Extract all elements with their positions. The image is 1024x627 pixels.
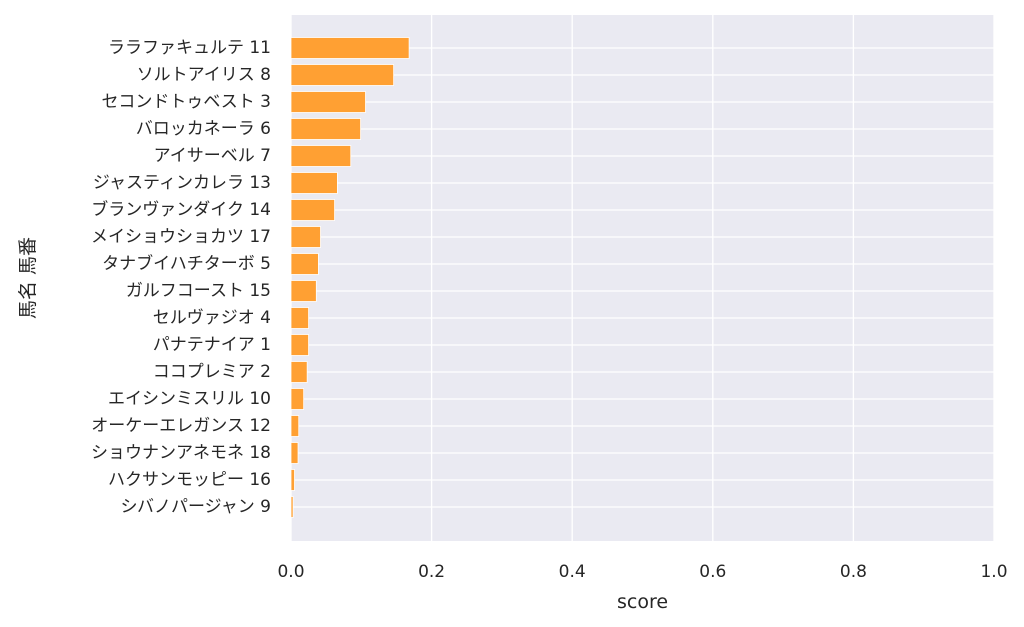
bar — [290, 118, 361, 140]
bar — [290, 415, 300, 437]
bar — [290, 361, 308, 383]
y-tick-label: バロッカネーラ 6 — [136, 119, 271, 139]
y-tick-label: セコンドトゥベスト 3 — [101, 92, 271, 112]
bar — [290, 388, 305, 410]
bar — [290, 172, 338, 194]
bar — [290, 226, 321, 248]
x-tick-label: 0.6 — [699, 562, 726, 582]
y-tick-label: ジャスティンカレラ 13 — [93, 173, 271, 193]
y-tick-label: タナブイハチターボ 5 — [102, 253, 271, 274]
y-tick-label: ララファキュルテ 11 — [108, 38, 271, 58]
x-tick-label: 0.0 — [277, 562, 304, 582]
y-tick-label: オーケーエレガンス 12 — [91, 416, 271, 436]
x-tick-labels: 0.0 0.2 0.4 0.6 0.8 1.0 — [277, 562, 1007, 582]
bar — [290, 334, 309, 356]
y-tick-label: ハクサンモッピー 16 — [108, 470, 271, 490]
x-axis-label: score — [617, 591, 668, 613]
bar — [290, 91, 366, 113]
y-tick-label: エイシンミスリル 10 — [108, 389, 271, 409]
bar — [290, 307, 309, 329]
bars — [290, 37, 410, 518]
y-tick-label: セルヴァジオ 4 — [153, 308, 271, 328]
bar — [290, 442, 299, 464]
y-axis-label: 馬名 馬番 — [17, 237, 39, 319]
bar — [290, 37, 410, 59]
x-tick-label: 0.4 — [559, 562, 586, 582]
x-tick-label: 0.8 — [840, 562, 867, 582]
bar — [290, 253, 319, 275]
bar — [290, 469, 295, 491]
bar — [290, 199, 335, 221]
y-tick-label: ソルトアイリス 8 — [137, 65, 271, 85]
x-tick-label: 0.2 — [418, 562, 445, 582]
y-tick-label: ショウナンアネモネ 18 — [91, 443, 271, 463]
bar — [290, 64, 395, 86]
grid-lines — [290, 15, 995, 541]
y-tick-label: パナテナイア 1 — [153, 335, 271, 355]
plot-background — [291, 15, 994, 541]
bar — [290, 496, 294, 518]
y-tick-label: ココプレミア 2 — [153, 362, 271, 382]
y-tick-label: シバノパージャン 9 — [120, 497, 271, 517]
bar — [290, 145, 352, 167]
y-tick-label: メイショウショカツ 17 — [91, 227, 271, 247]
y-tick-labels: ララファキュルテ 11 ソルトアイリス 8 セコンドトゥベスト 3 バロッカネーラ 6… — [91, 38, 271, 517]
y-tick-label: ガルフコースト 15 — [126, 281, 271, 301]
y-tick-label: アイサーベル 7 — [154, 146, 271, 166]
y-tick-label: ブランヴァンダイク 14 — [91, 199, 271, 220]
bar — [290, 280, 317, 302]
x-tick-label: 1.0 — [980, 562, 1007, 582]
